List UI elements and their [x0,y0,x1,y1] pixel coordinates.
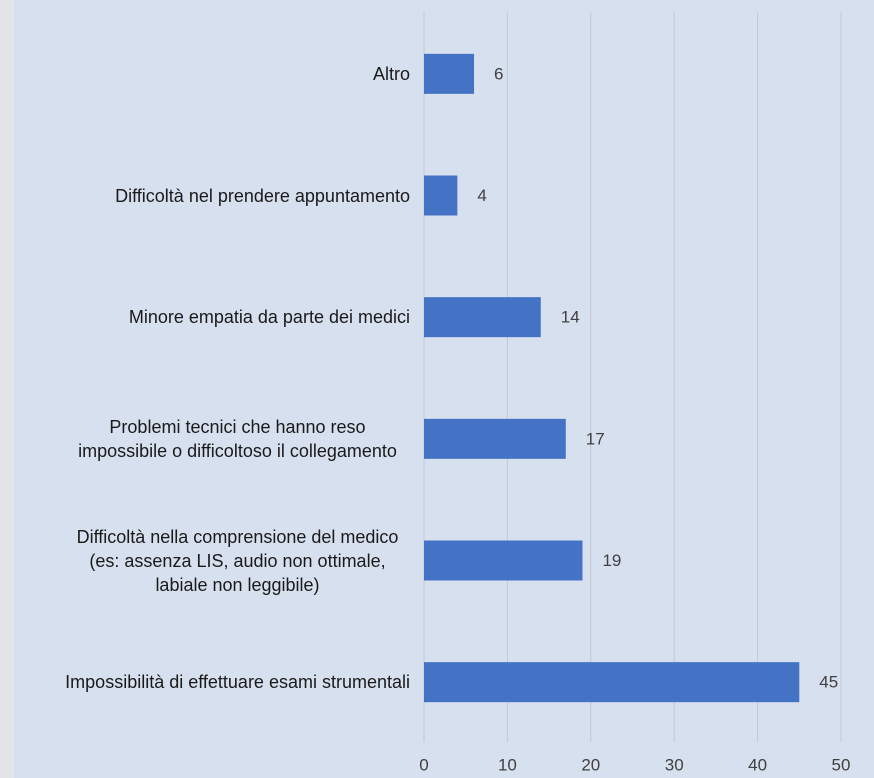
background-strip [0,0,14,778]
x-tick-label: 30 [665,755,684,774]
category-label-box: Difficoltà nella comprensione del medico… [65,525,410,597]
x-tick-label: 0 [419,755,428,774]
category-label: Impossibilità di effettuare esami strume… [65,672,410,693]
value-label: 14 [561,308,580,327]
x-tick-label: 10 [498,755,517,774]
bar [424,540,583,581]
bar [424,53,475,94]
category-label-box: Impossibilità di effettuare esami strume… [65,670,410,694]
bar [424,662,800,703]
category-label-box: Minore empatia da parte dei medici [65,305,410,329]
x-tick-label: 50 [832,755,851,774]
value-label: 17 [586,429,605,448]
category-label-box: Altro [65,62,410,86]
value-label: 19 [602,551,621,570]
value-label: 6 [494,64,503,83]
x-tick-label: 40 [748,755,767,774]
bar [424,297,541,338]
category-label-box: Difficoltà nel prendere appuntamento [65,184,410,208]
category-label: Problemi tecnici che hanno reso impossib… [78,416,397,461]
bar [424,175,458,216]
category-label: Difficoltà nel prendere appuntamento [115,185,410,206]
category-label-box: Problemi tecnici che hanno reso impossib… [65,415,410,463]
bar [424,418,566,459]
value-label: 45 [819,673,838,692]
category-label: Altro [372,63,410,84]
value-label: 4 [477,186,486,205]
category-label: Difficoltà nella comprensione del medico… [76,526,399,595]
x-tick-label: 20 [581,755,600,774]
category-label: Minore empatia da parte dei medici [128,307,410,328]
